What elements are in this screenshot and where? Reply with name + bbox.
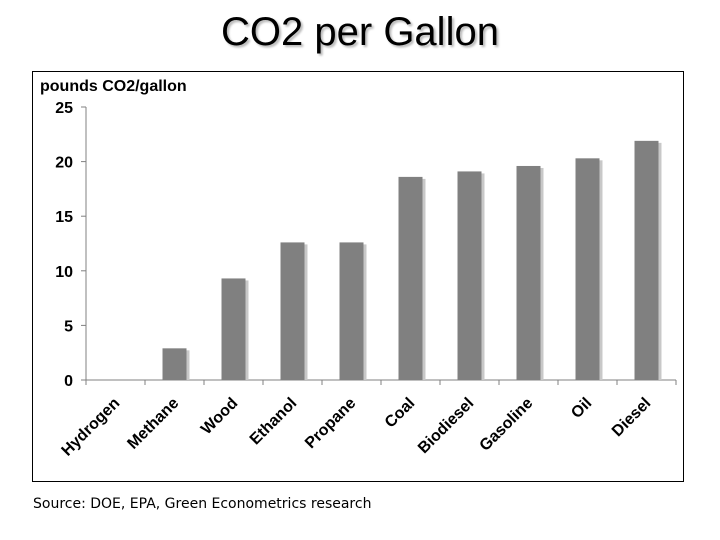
bar (516, 165, 541, 380)
slide-title: CO2 per Gallon (221, 10, 499, 54)
bar (162, 348, 187, 380)
x-tick-label: Biodiesel (415, 395, 477, 457)
x-tick-label: Methane (124, 395, 182, 453)
bar-series (162, 140, 662, 380)
x-tick-label: Hydrogen (59, 395, 124, 460)
y-axis-title: pounds CO2/gallon (40, 78, 187, 95)
y-tick-label: 15 (55, 209, 73, 226)
source-note: Source: DOE, EPA, Green Econometrics res… (33, 496, 372, 512)
y-tick-label: 5 (64, 318, 73, 335)
y-tick-label: 0 (64, 373, 73, 390)
x-tick-label: Diesel (609, 395, 654, 440)
bar (398, 176, 423, 380)
x-tick-label: Propane (302, 395, 359, 452)
x-tick-label: Oil (568, 395, 595, 422)
bar (339, 242, 364, 380)
bar (634, 140, 659, 380)
y-tick-label: 25 (55, 100, 73, 117)
bar (575, 158, 600, 380)
x-tick-label: Coal (382, 395, 419, 432)
x-tick-label: Wood (198, 395, 241, 438)
bar (457, 171, 482, 380)
y-tick-labels: 0 5 10 15 20 25 (55, 100, 73, 390)
bar (280, 242, 305, 380)
y-tick-label: 20 (55, 155, 73, 172)
x-tick-label: Ethanol (247, 395, 301, 449)
bar (221, 278, 246, 380)
x-tick-label: Gasoline (477, 395, 537, 455)
x-tick-labels: Hydrogen Methane Wood Ethanol Propane CoalBio… (59, 395, 655, 460)
y-tick-label: 10 (55, 264, 73, 281)
